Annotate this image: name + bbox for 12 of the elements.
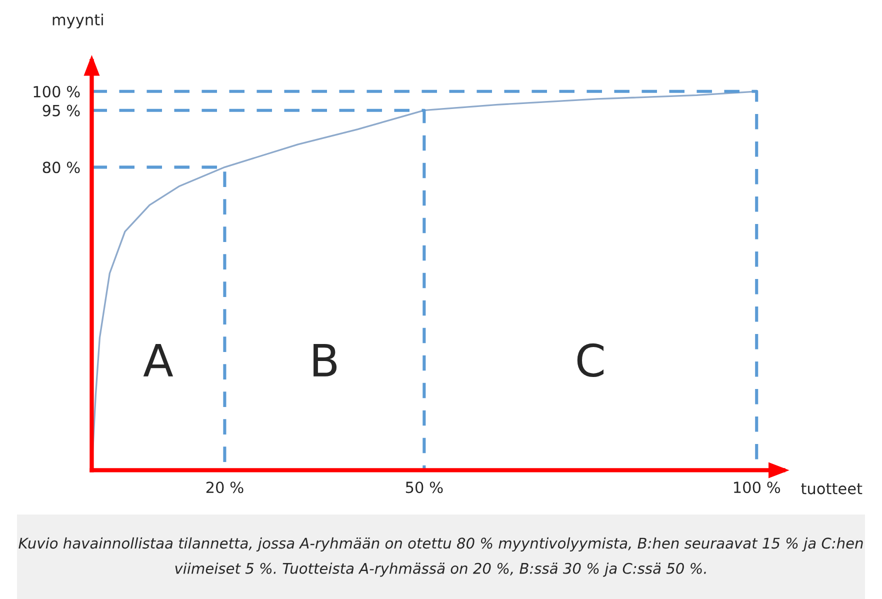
y-tick-label: 80 % bbox=[42, 162, 80, 174]
x-tick-label: 50 % bbox=[406, 482, 443, 494]
y-tick-label: 100 % bbox=[34, 86, 80, 98]
y-tick-label: 95 % bbox=[42, 104, 80, 116]
y-axis-title: myynti bbox=[52, 14, 103, 28]
x-axis-title: tuotteet bbox=[801, 483, 862, 494]
x-tick-label: 20 % bbox=[206, 482, 244, 494]
text: Kuvio havainnollistaa tilannetta, jossa A-ryhmään on otettu 80 % myyntivolyymista, B:hen seuraavat 15 % ja C:hen viimeiset 5 %. Tuotteista A-ryhmässä on 20 %, B:ssä 30 % ja C:ssä 50 %. bbox=[18, 537, 863, 577]
annotation: A bbox=[143, 344, 174, 376]
annotation: C bbox=[577, 343, 604, 378]
annotation: B bbox=[314, 344, 337, 376]
x-tick-label: 100 % bbox=[734, 482, 780, 494]
